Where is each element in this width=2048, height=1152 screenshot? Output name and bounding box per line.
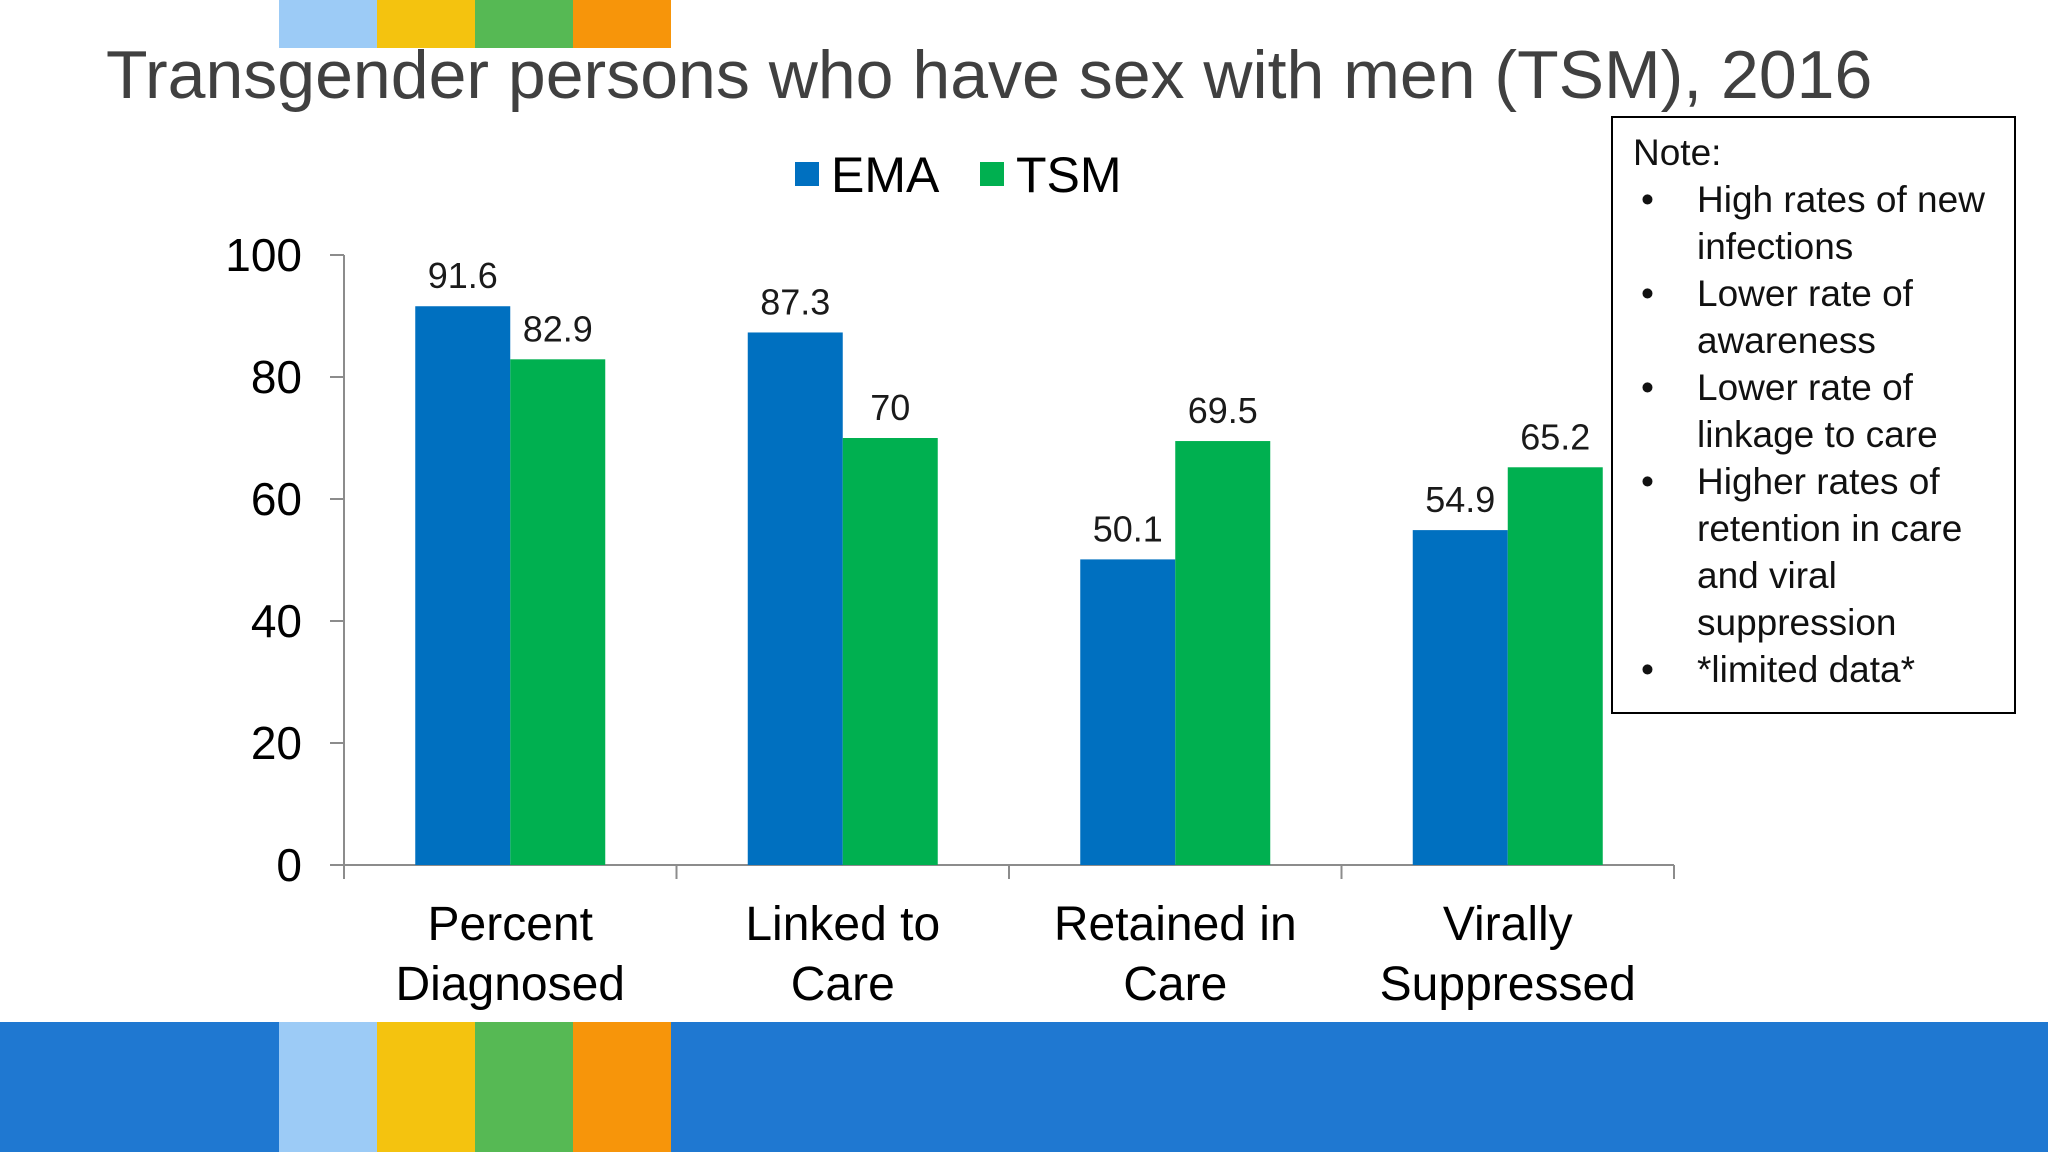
- legend-label: EMA: [831, 147, 940, 203]
- data-label: 87.3: [760, 281, 830, 322]
- bar-tsm: [1507, 467, 1603, 865]
- data-label: 65.2: [1520, 416, 1590, 457]
- category-label: Percent: [428, 898, 593, 951]
- bar-ema: [415, 306, 511, 865]
- slide-title: Transgender persons who have sex with me…: [106, 37, 1873, 113]
- y-tick-label: 80: [251, 351, 302, 403]
- note-item: *limited data*: [1633, 647, 1998, 694]
- y-tick-label: 0: [276, 839, 302, 891]
- category-label: Care: [791, 958, 895, 1011]
- bar-ema: [1080, 559, 1176, 865]
- top-stripe-light-blue: [279, 0, 377, 48]
- bottom-stripe-light-blue: [279, 1022, 377, 1152]
- data-label: 91.6: [428, 255, 498, 296]
- data-label: 54.9: [1425, 479, 1495, 520]
- data-label: 69.5: [1188, 390, 1258, 431]
- category-label: Care: [1123, 958, 1227, 1011]
- y-tick-label: 40: [251, 595, 302, 647]
- note-heading: Note:: [1633, 132, 1722, 173]
- bar-tsm: [1175, 441, 1271, 865]
- note-item: Higher rates of retention in care and vi…: [1633, 459, 1998, 647]
- legend-label: TSM: [1016, 147, 1122, 203]
- bottom-stripe-green: [475, 1022, 573, 1152]
- note-item: Lower rate of linkage to care: [1633, 365, 1998, 459]
- note-list: High rates of new infections Lower rate …: [1633, 177, 1998, 694]
- bar-ema: [747, 332, 843, 866]
- bottom-stripe-yellow: [377, 1022, 475, 1152]
- y-tick-label: 60: [251, 473, 302, 525]
- category-label: Virally: [1443, 898, 1573, 951]
- category-label: Diagnosed: [396, 958, 626, 1011]
- top-stripe-yellow: [377, 0, 475, 48]
- top-stripe-green: [475, 0, 573, 48]
- legend-swatch-ema: [795, 162, 819, 186]
- y-tick-label: 20: [251, 717, 302, 769]
- bottom-stripe-orange: [573, 1022, 671, 1152]
- bar-chart: 0 20 40 60 80 100 91.6 82.9 Percent Diagnosed 87.3…: [225, 147, 1675, 1011]
- category-label: Linked to: [745, 898, 940, 951]
- bar-tsm: [510, 359, 606, 865]
- bar-tsm: [842, 438, 938, 865]
- y-tick-label: 100: [225, 229, 302, 281]
- note-box: Note: High rates of new infections Lower…: [1611, 116, 2016, 714]
- category-label: Suppressed: [1380, 958, 1636, 1011]
- data-label: 82.9: [523, 308, 593, 349]
- legend-swatch-tsm: [980, 162, 1004, 186]
- top-stripe-orange: [573, 0, 671, 48]
- data-label: 70: [870, 387, 910, 428]
- bar-ema: [1412, 530, 1508, 865]
- note-item: High rates of new infections: [1633, 177, 1998, 271]
- note-item: Lower rate of awareness: [1633, 271, 1998, 365]
- data-label: 50.1: [1093, 508, 1163, 549]
- category-label: Retained in: [1054, 898, 1297, 951]
